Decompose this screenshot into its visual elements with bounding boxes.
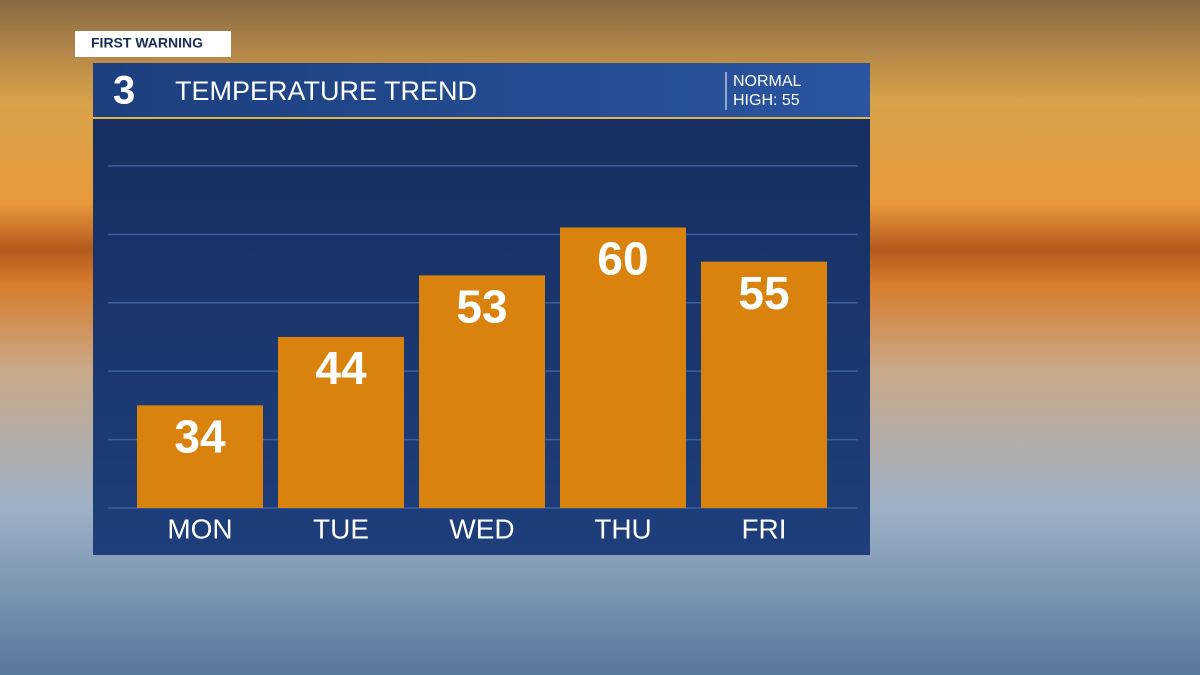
value-label: 34 <box>174 411 226 463</box>
normal-label: NORMAL <box>733 73 802 90</box>
badge: FIRST WARNING <box>91 35 203 51</box>
x-tick-label: FRI <box>741 513 786 544</box>
bar <box>701 261 827 508</box>
value-label: 44 <box>315 342 367 394</box>
value-label: 60 <box>597 233 648 285</box>
bar <box>419 275 545 508</box>
value-label: 53 <box>456 281 507 333</box>
bar <box>560 227 686 508</box>
x-tick-label: TUE <box>313 513 369 544</box>
normal-high: HIGH: 55 <box>733 92 800 109</box>
bar <box>278 336 404 508</box>
header-rule <box>93 117 870 119</box>
chart-title: TEMPERATURE TREND <box>175 76 477 106</box>
plot: MON 34 TUE 44 WED 53 THU 60 FRI 55 <box>108 165 858 544</box>
x-tick-label: THU <box>594 513 652 544</box>
badge-box <box>75 31 231 57</box>
x-tick-label: WED <box>449 513 514 544</box>
bar <box>137 405 263 508</box>
x-tick-label: MON <box>167 513 232 544</box>
header <box>93 63 870 118</box>
logo: 3 <box>113 69 135 113</box>
value-label: 55 <box>738 267 789 319</box>
